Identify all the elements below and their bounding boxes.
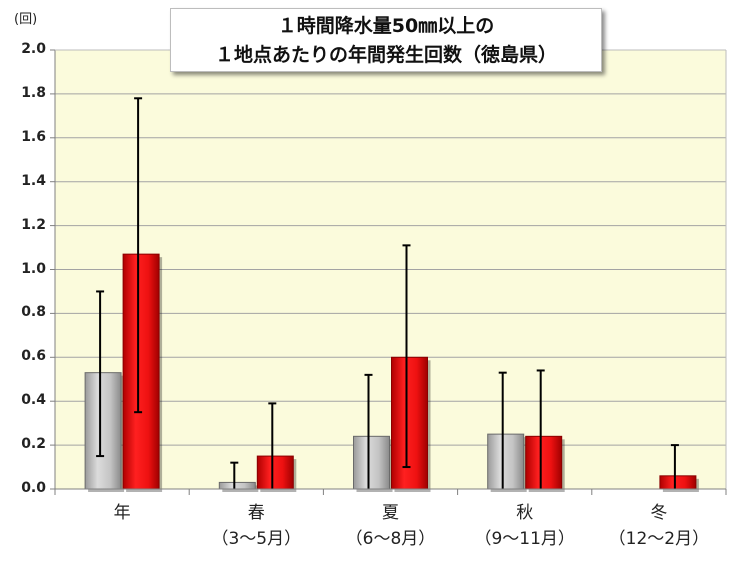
y-tick-label: 0.0 xyxy=(21,480,46,496)
y-tick-label: 0.4 xyxy=(21,392,46,409)
y-unit-label: (回) xyxy=(14,12,38,27)
chart-title-line1: １時間降水量50㎜以上の xyxy=(277,15,495,37)
category-label: 冬 xyxy=(650,503,668,523)
bar-red xyxy=(391,356,428,490)
bar-red xyxy=(122,253,160,490)
category-sublabel: （9〜11月） xyxy=(474,529,575,549)
y-tick-label: 0.6 xyxy=(21,348,46,365)
x-tick-label: 春 （3〜5月） xyxy=(189,500,323,552)
category-sublabel: （12〜2月） xyxy=(608,529,710,549)
x-tick-label: 夏 （6〜8月） xyxy=(324,500,458,552)
y-tick-label: 1.2 xyxy=(21,216,46,233)
x-tick-label: 秋 （9〜11月） xyxy=(458,500,592,552)
y-tick-label: 1.4 xyxy=(21,172,46,189)
bar-red xyxy=(659,475,697,490)
category-label: 年 xyxy=(113,503,131,523)
y-tick-label: 0.8 xyxy=(21,304,46,321)
category-sublabel: （3〜5月） xyxy=(211,529,302,549)
error-bars xyxy=(96,97,679,489)
bar-red xyxy=(525,435,563,490)
x-tick-label: 冬 （12〜2月） xyxy=(592,500,726,552)
category-label: 夏 xyxy=(382,503,399,523)
bar-gray xyxy=(218,481,256,490)
y-tick-label: 1.8 xyxy=(21,84,46,101)
category-sublabel: （6〜8月） xyxy=(345,529,436,549)
bar-gray xyxy=(84,372,122,490)
chart-title: １時間降水量50㎜以上の １地点あたりの年間発生回数（徳島県） xyxy=(170,8,602,72)
x-tick-label: 年 xyxy=(55,500,189,526)
bar-red xyxy=(256,455,294,490)
category-label: 秋 xyxy=(516,503,534,523)
y-tick-label: 1.6 xyxy=(21,128,46,145)
y-tick-label: 0.2 xyxy=(21,436,46,453)
chart-title-line2: １地点あたりの年間発生回数（徳島県） xyxy=(214,44,557,66)
bars xyxy=(84,253,699,492)
bar-gray xyxy=(487,433,525,490)
bar-gray xyxy=(353,435,390,490)
y-tick-label: 2.0 xyxy=(21,41,46,57)
y-tick-label: 1.0 xyxy=(21,260,46,277)
category-label: 春 xyxy=(247,503,265,523)
